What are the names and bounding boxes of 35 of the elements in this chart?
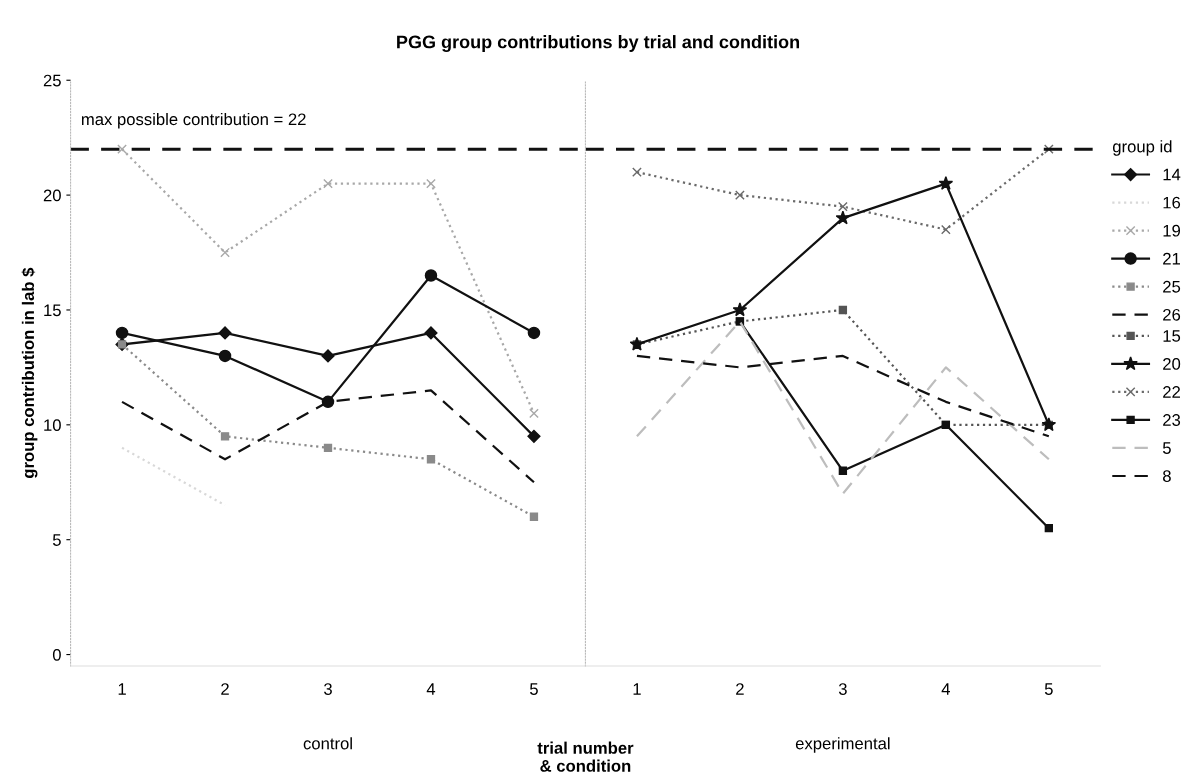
x-tick-label: 3 bbox=[838, 683, 847, 695]
x-axis-title: experimental bbox=[795, 737, 890, 753]
x-tick-label: 4 bbox=[941, 683, 950, 695]
y-tick-label: 0 bbox=[52, 648, 61, 661]
legend-label: 20 bbox=[1163, 358, 1181, 370]
x-tick-label: 5 bbox=[1044, 683, 1053, 695]
x-tick-label: 1 bbox=[118, 683, 126, 695]
y-tick-label: 25 bbox=[43, 74, 61, 87]
legend-label: 23 bbox=[1163, 414, 1181, 426]
legend-label: 15 bbox=[1163, 330, 1181, 342]
x-tick-label: 2 bbox=[221, 683, 229, 695]
legend-title: group id bbox=[1112, 140, 1172, 156]
legend-label: 16 bbox=[1163, 196, 1181, 209]
legend-label: 26 bbox=[1163, 308, 1181, 321]
y-tick-label: 5 bbox=[52, 534, 61, 546]
legend-label: 19 bbox=[1163, 224, 1181, 237]
legend-label: 25 bbox=[1163, 280, 1181, 293]
text: trial number & condition bbox=[537, 741, 634, 772]
x-tick-label: 5 bbox=[529, 683, 538, 695]
y-tick-label: 10 bbox=[44, 419, 61, 432]
x-tick-label: 1 bbox=[633, 683, 641, 695]
chart-title: PGG group contributions by trial and condition bbox=[397, 35, 800, 52]
x-tick-label: 3 bbox=[324, 683, 332, 695]
ref-line-label: max possible contribution = 22 bbox=[81, 112, 306, 129]
legend-label: 5 bbox=[1162, 442, 1171, 454]
legend-label: 14 bbox=[1163, 168, 1181, 181]
legend-label: 22 bbox=[1163, 386, 1180, 398]
x-tick-label: 2 bbox=[736, 683, 744, 695]
y-tick-label: 20 bbox=[43, 189, 61, 202]
x-tick-label: 4 bbox=[426, 683, 436, 695]
legend-label: 21 bbox=[1163, 252, 1181, 265]
legend-label: 8 bbox=[1163, 470, 1171, 482]
x-axis-title: control bbox=[303, 737, 352, 750]
y-tick-label: 15 bbox=[44, 304, 61, 317]
y-axis-title: group contribution in lab $ bbox=[21, 267, 38, 478]
